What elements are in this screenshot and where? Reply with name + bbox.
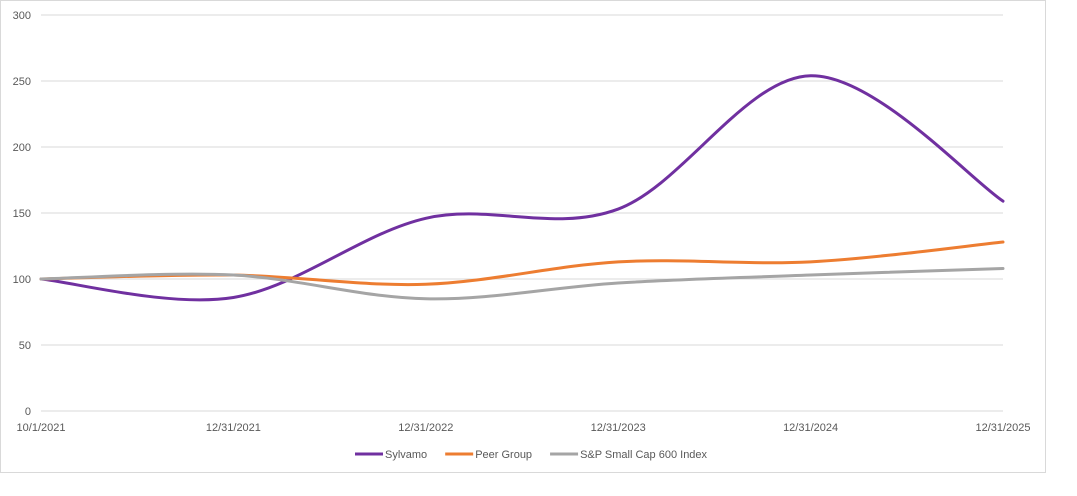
x-tick-label: 10/1/2021: [17, 422, 66, 434]
y-tick-label: 150: [13, 208, 31, 220]
x-tick-label: 12/31/2022: [398, 422, 453, 434]
x-tick-label: 12/31/2024: [783, 422, 838, 434]
y-tick-label: 300: [13, 10, 31, 22]
legend-label: Peer Group: [475, 449, 532, 461]
series-line-peer-group: [39, 240, 1005, 287]
x-tick-label: 12/31/2021: [206, 422, 261, 434]
y-tick-label: 100: [13, 274, 31, 286]
series-line-s-p-small-cap-600-index: [39, 266, 1005, 301]
y-tick-label: 0: [25, 406, 31, 418]
x-tick-label: 12/31/2023: [591, 422, 646, 434]
y-tick-label: 50: [19, 340, 31, 352]
chart-frame: [0, 0, 1046, 473]
y-tick-label: 250: [13, 76, 31, 88]
y-tick-label: 200: [13, 142, 31, 154]
series-line-sylvamo: [39, 74, 1005, 302]
legend-label: Sylvamo: [385, 449, 427, 461]
legend-label: S&P Small Cap 600 Index: [580, 449, 707, 461]
x-tick-label: 12/31/2025: [975, 422, 1030, 434]
